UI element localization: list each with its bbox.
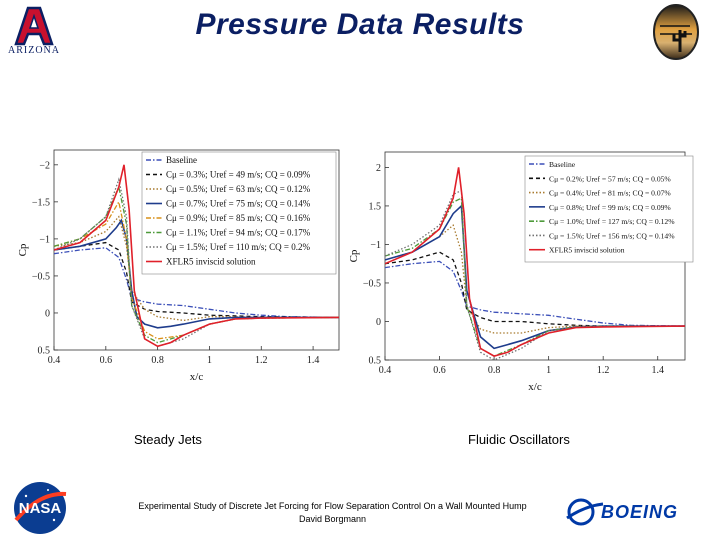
x-tick-label: 1 [546, 365, 551, 376]
legend-entry: Cμ = 0.5%; Uref = 63 m/s; CQ = 0.12% [166, 184, 311, 194]
footer-author: David Borgmann [298, 514, 367, 524]
series-line [54, 164, 339, 348]
x-tick-label: 1.4 [651, 365, 664, 376]
series-line [54, 215, 339, 322]
legend-entry: Cμ = 1.5%; Uref = 156 m/s; CQ = 0.14% [549, 231, 675, 240]
nasa-meatball-icon [14, 482, 67, 534]
y-tick-label: −1 [370, 240, 381, 251]
y-tick-label: −1 [39, 234, 50, 245]
x-tick-label: 0.8 [151, 355, 164, 366]
legend-entry: Cμ = 0.9%; Uref = 85 m/s; CQ = 0.16% [166, 213, 311, 223]
x-tick-label: 0.8 [488, 365, 501, 376]
legend-entry: Baseline [166, 155, 197, 165]
x-tick-label: 1 [207, 355, 212, 366]
x-axis-label: x/c [190, 371, 204, 383]
x-tick-label: 0.6 [433, 365, 446, 376]
legend-entry: Cμ = 1.0%; Uref = 127 m/s; CQ = 0.12% [549, 217, 675, 226]
x-axis-label: x/c [528, 381, 542, 390]
y-tick-label: 0.5 [369, 356, 382, 367]
x-tick-label: 1.2 [255, 355, 268, 366]
arizona-logo: ARIZONA [4, 4, 64, 62]
boeing-wordmark: BOEING [601, 502, 679, 522]
nasa-logo: NASA [10, 480, 70, 535]
legend-entry: Cμ = 0.3%; Uref = 49 m/s; CQ = 0.09% [166, 170, 311, 180]
legend-entry: Baseline [549, 160, 576, 169]
y-tick-label: 0.5 [38, 346, 51, 357]
chart-fluidic-oscillators: 0.4 0.6 0.8 1 1.2 1.4 2 1.5 −1 −0.5 0 0.5 x/c Cp Basel… [345, 140, 695, 393]
y-tick-label: −1.5 [32, 197, 50, 208]
chart-steady-jets: 0.4 0.6 0.8 1 1.2 1.4 −2 −1.5 −1 −0.5 0 0.5 x/c Cp Bas… [4, 140, 344, 390]
caption-fluidic-oscillators: Fluidic Oscillators [468, 432, 570, 447]
caption-steady-jets: Steady Jets [134, 432, 202, 447]
x-tick-label: 1.4 [307, 355, 320, 366]
series-line [54, 247, 339, 319]
legend-box [524, 155, 694, 263]
chart-steady-jets-svg: 0.4 0.6 0.8 1 1.2 1.4 −2 −1.5 −1 −0.5 0 0.5 x/c Cp Bas… [17, 149, 340, 383]
saguaro-seal-icon [653, 4, 699, 60]
y-tick-label: −2 [39, 160, 50, 171]
legend-entry: Cμ = 0.2%; Uref = 57 m/s; CQ = 0.05% [549, 174, 671, 183]
y-axis-label: Cp [17, 243, 29, 256]
series-line [54, 200, 339, 340]
series-line [385, 204, 685, 350]
y-tick-label: −0.5 [363, 278, 381, 289]
legend-entry: XFLR5 inviscid solution [549, 246, 625, 255]
boeing-logo: BOEING [565, 494, 715, 530]
legend-entry: Cμ = 0.8%; Uref = 99 m/s; CQ = 0.09% [549, 203, 671, 212]
saguaro-seal [650, 4, 702, 60]
legend-entry: XFLR5 inviscid solution [166, 257, 256, 267]
legend-box [141, 151, 337, 275]
legend-entry: Cμ = 1.1%; Uref = 94 m/s; CQ = 0.17% [166, 228, 311, 238]
arizona-a-icon [14, 6, 54, 46]
series-line [385, 260, 685, 327]
footer-study-title: Experimental Study of Discrete Jet Forci… [138, 501, 527, 511]
x-tick-label: 0.4 [379, 365, 392, 376]
y-tick-label: −0.5 [32, 271, 50, 282]
legend-entry: Cμ = 1.5%; Uref = 110 m/s; CQ = 0.2% [166, 242, 310, 252]
y-axis-label: Cp [348, 249, 360, 262]
y-tick-label: 1.5 [369, 201, 382, 212]
x-tick-label: 1.2 [597, 365, 610, 376]
x-tick-label: 0.6 [100, 355, 113, 366]
legend-entry: Cμ = 0.7%; Uref = 75 m/s; CQ = 0.14% [166, 199, 311, 209]
arizona-wordmark: ARIZONA [8, 45, 60, 56]
series-line [385, 167, 685, 357]
y-tick-label: 2 [376, 163, 381, 174]
y-tick-label: 0 [376, 317, 381, 328]
footer-text: Experimental Study of Discrete Jet Forci… [110, 500, 555, 526]
x-tick-label: 0.4 [48, 355, 61, 366]
page-title: Pressure Data Results [195, 8, 525, 41]
boeing-symbol-icon [566, 498, 604, 526]
legend-entry: Cμ = 0.4%; Uref = 81 m/s; CQ = 0.07% [549, 189, 671, 198]
y-tick-label: 0 [45, 308, 50, 319]
nasa-wordmark: NASA [18, 500, 62, 517]
chart-fluidic-oscillators-svg: 0.4 0.6 0.8 1 1.2 1.4 2 1.5 −1 −0.5 0 0.5 x/c Cp Basel… [348, 151, 694, 393]
